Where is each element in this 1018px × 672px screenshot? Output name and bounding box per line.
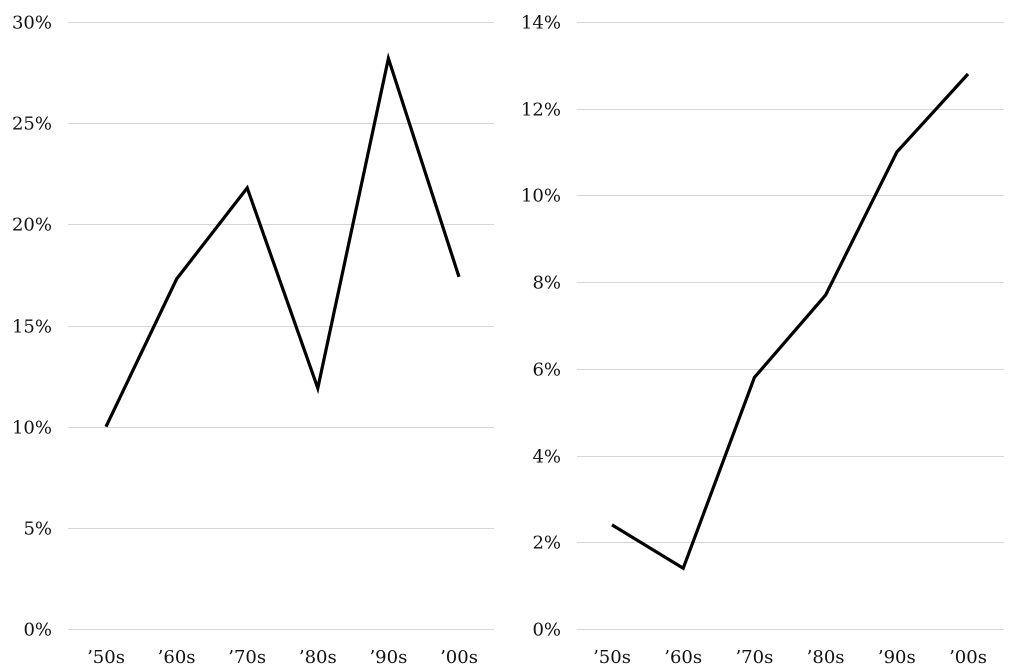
y-tick-label: 20% (12, 215, 52, 236)
data-point (246, 186, 249, 189)
y-tick-label: 2% (532, 533, 561, 554)
data-point (895, 151, 898, 154)
x-tick-label: ’60s (158, 647, 196, 668)
data-point (175, 278, 178, 281)
x-tick-label: ’60s (664, 647, 702, 668)
x-tick-label: ’90s (878, 647, 916, 668)
x-tick-label: ’90s (369, 647, 407, 668)
x-tick-label: ’80s (299, 647, 337, 668)
y-tick-label: 12% (521, 100, 561, 121)
x-tick-label: ’50s (593, 647, 631, 668)
data-point (824, 294, 827, 297)
y-tick-label: 5% (23, 519, 52, 540)
y-tick-label: 10% (12, 418, 52, 439)
series-line (611, 72, 970, 571)
x-tick-label: ’70s (735, 647, 773, 668)
y-tick-label: 0% (23, 620, 52, 641)
y-tick-label: 15% (12, 317, 52, 338)
left-line-chart: 0% 5% 10% 15% 20% 25% 30% ’50s ’60s ’70s ’80s ’90s ’… (12, 13, 494, 668)
data-point (753, 376, 756, 379)
data-point (682, 567, 685, 570)
y-tick-label: 8% (532, 273, 561, 294)
data-point (105, 425, 108, 428)
x-tick-label: ’00s (440, 647, 478, 668)
y-tick-label: 0% (532, 620, 561, 641)
x-tick-label: ’00s (949, 647, 987, 668)
x-tick-label: ’80s (807, 647, 845, 668)
data-point (611, 523, 614, 526)
series-line (104, 52, 461, 428)
data-point (967, 73, 970, 76)
y-tick-label: 4% (532, 447, 561, 468)
right-line-chart: 0% 2% 4% 6% 8% 10% 12% 14% ’50s ’60s ’70s ’80s ’90s ’… (521, 13, 1004, 668)
y-tick-label: 30% (12, 13, 52, 34)
y-tick-label: 14% (521, 13, 561, 34)
y-tick-label: 6% (532, 360, 561, 381)
y-tick-label: 10% (521, 186, 561, 207)
data-point (387, 57, 390, 60)
x-tick-label: ’70s (228, 647, 266, 668)
data-point (316, 387, 319, 390)
y-tick-label: 25% (12, 114, 52, 135)
x-tick-label: ’50s (87, 647, 125, 668)
data-point (458, 275, 461, 278)
